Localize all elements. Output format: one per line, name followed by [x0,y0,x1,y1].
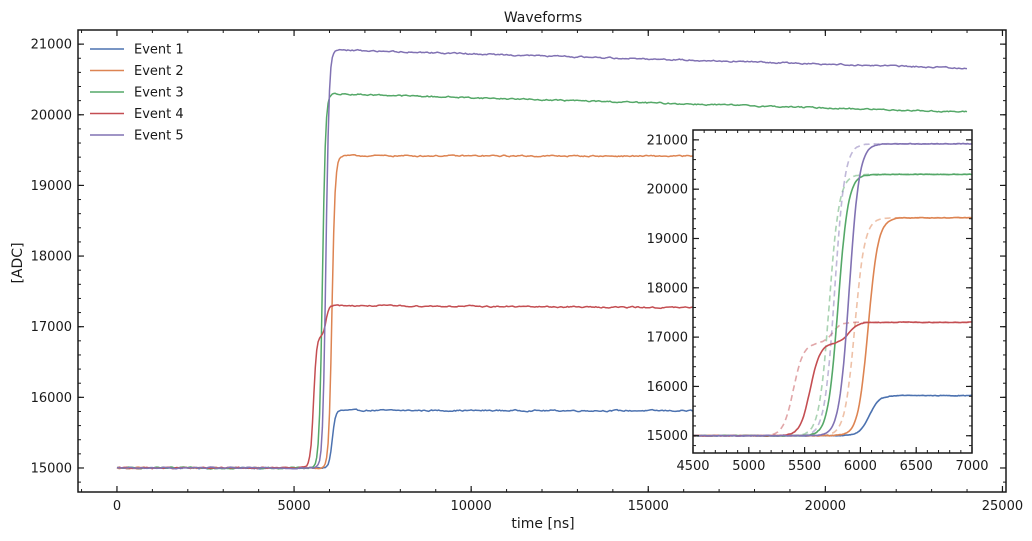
x-tick-label: 25000 [982,499,1023,514]
legend-label-event-5: Event 5 [134,129,184,144]
inset-x-tick-label: 5000 [732,459,765,474]
y-axis-label: [ADC] [10,242,26,283]
inset-y-tick-label: 21000 [647,133,688,148]
inset-x-tick-label: 4500 [676,459,709,474]
inset-series-group [693,142,972,438]
x-tick-label: 15000 [628,499,669,514]
y-tick-label: 19000 [31,179,72,194]
series-line-event-5 [116,48,968,470]
legend-label-event-2: Event 2 [134,64,184,79]
y-tick-label: 17000 [31,320,72,335]
legend-label-event-4: Event 4 [134,107,184,122]
inset-x-tick-label: 6500 [900,459,933,474]
y-tick-label: 15000 [31,461,72,476]
y-tick-label: 18000 [31,250,72,265]
inset-x-tick-label: 7000 [955,459,988,474]
x-tick-label: 20000 [805,499,846,514]
x-tick-label: 5000 [278,499,311,514]
y-tick-label: 16000 [31,391,72,406]
legend-label-event-1: Event 1 [134,43,184,58]
x-tick-label: 0 [113,499,121,514]
legend: Event 1 Event 2 Event 3 Event 4 Event 5 [90,43,184,144]
inset-y-tick-label: 15000 [647,429,688,444]
y-tick-label: 20000 [31,108,72,123]
inset-y-tick-label: 17000 [647,331,688,346]
chart-title: Waveforms [504,10,582,26]
y-tick-label: 21000 [31,38,72,53]
inset-x-tick-label: 5500 [788,459,821,474]
inset-frame [692,129,973,454]
x-axis-label: time [ns] [511,516,574,532]
inset-y-tick-label: 16000 [647,380,688,395]
inset-y-tick-label: 18000 [647,281,688,296]
inset-y-tick-label: 19000 [647,232,688,247]
inset-line-event-5 [693,142,972,437]
legend-label-event-3: Event 3 [134,86,184,101]
inset-plot-area: 4500 5000 5500 6000 6500 7000 15000 16000 17000 1… [647,129,989,474]
inset-y-tick-label: 20000 [647,183,688,198]
inset-x-tick-label: 6000 [844,459,877,474]
x-tick-label: 10000 [450,499,491,514]
inset-background [693,130,972,453]
